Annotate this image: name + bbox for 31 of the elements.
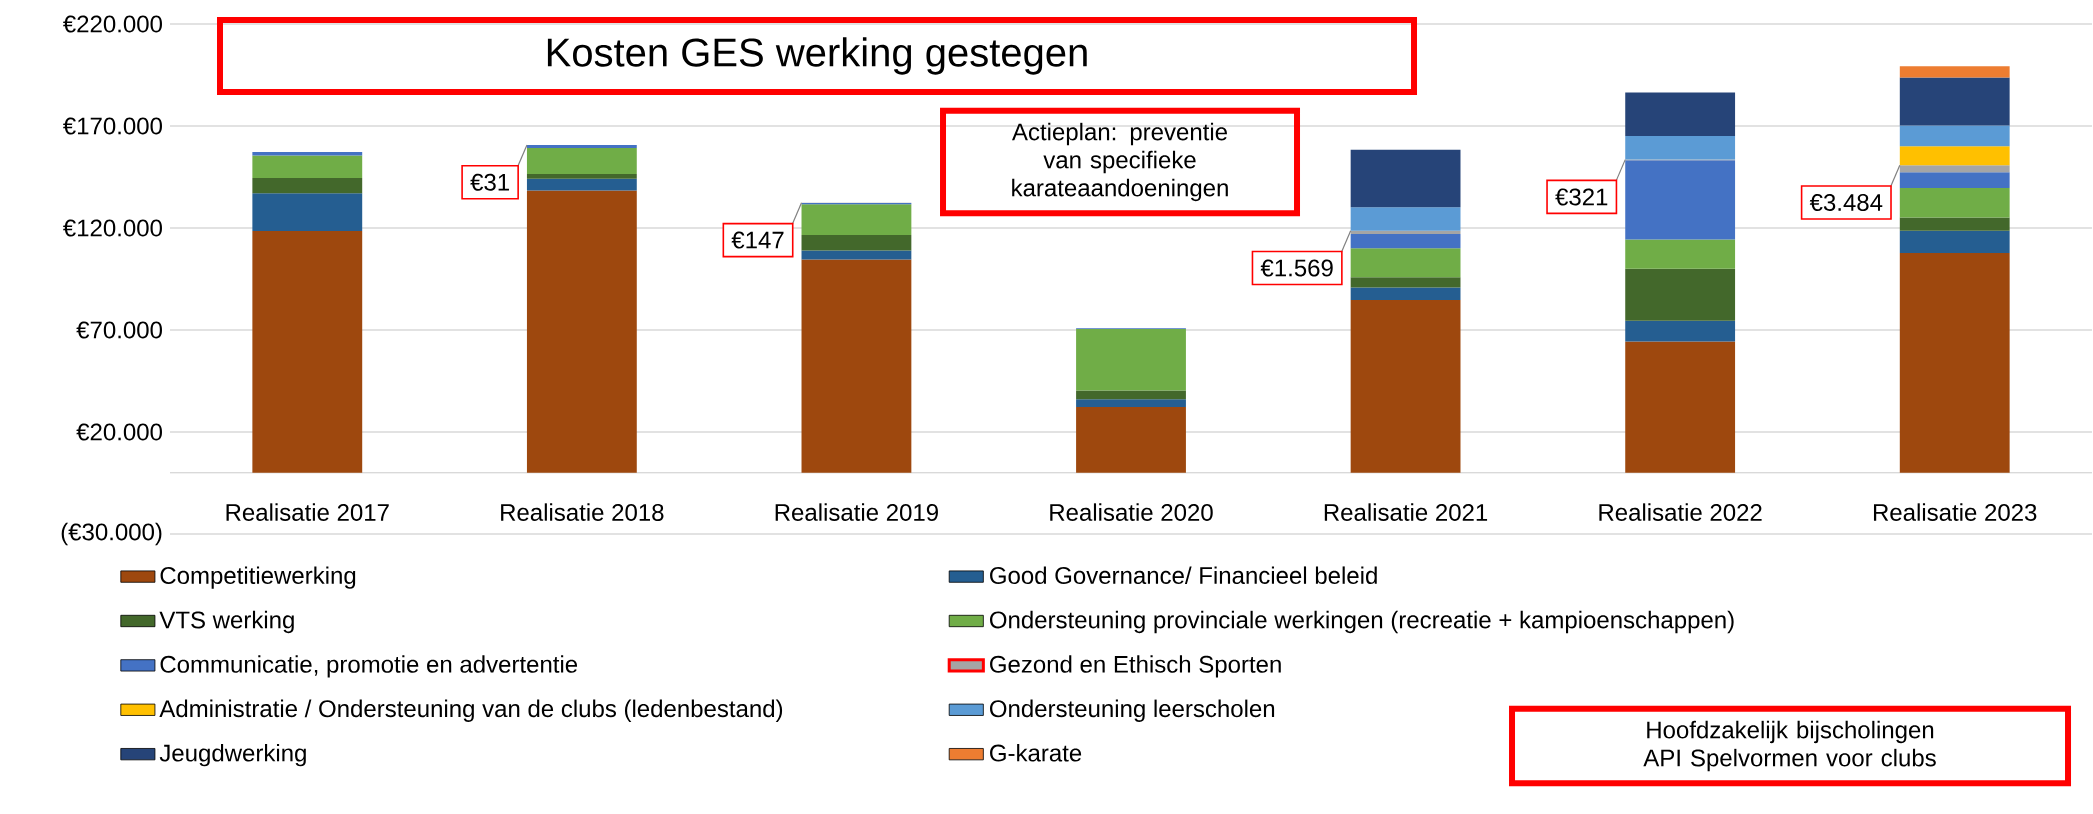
x-tick-label: Realisatie 2022 bbox=[1599, 503, 1762, 521]
legend-label: Good Governance/ Financieel beleid bbox=[990, 566, 1377, 585]
x-tick-label: Realisatie 2021 bbox=[1324, 503, 1488, 521]
annotation: Actieplan: preventie van specifieke karateaandoeningen bbox=[1011, 122, 1228, 202]
data-label: €321 bbox=[1555, 188, 1608, 206]
data-label: €3.484 bbox=[1809, 194, 1883, 211]
y-tick-label: €220.000 bbox=[63, 15, 162, 33]
data-label: €147 bbox=[731, 231, 784, 249]
y-tick-label: (€30.000) bbox=[61, 522, 162, 546]
legend-label: VTS werking bbox=[159, 610, 294, 634]
x-tick-label: Realisatie 2019 bbox=[775, 503, 938, 521]
legend-label: Communicatie, promotie en advertentie bbox=[160, 655, 578, 678]
legend-label: Administratie / Ondersteuning van de clubs (ledenbestand) bbox=[159, 699, 783, 722]
legend-label: Competitiewerking bbox=[160, 566, 356, 589]
text: Hoofdzakelijk bijscholingen API Spelvormen voor clubs bbox=[1643, 720, 1936, 772]
y-tick-label: €20.000 bbox=[76, 423, 162, 441]
legend-label: G-karate bbox=[990, 743, 1082, 762]
x-tick-label: Realisatie 2018 bbox=[501, 503, 664, 521]
chart-title: Kosten GES werking gestegen bbox=[547, 37, 1087, 75]
data-label: €31 bbox=[470, 173, 509, 191]
legend-label: Gezond en Ethisch Sporten bbox=[990, 655, 1281, 678]
y-tick-label: €70.000 bbox=[76, 321, 162, 339]
x-tick-label: Realisatie 2020 bbox=[1050, 503, 1213, 521]
y-tick-label: €120.000 bbox=[63, 219, 162, 237]
x-tick-label: Realisatie 2017 bbox=[226, 503, 389, 521]
legend-label: Ondersteuning leerscholen bbox=[989, 699, 1275, 722]
data-label: €1.569 bbox=[1260, 259, 1333, 277]
y-tick-label: €170.000 bbox=[63, 117, 162, 135]
legend-label: Ondersteuning provinciale werkingen (recreatie + kampioenschappen) bbox=[989, 610, 1734, 634]
x-tick-label: Realisatie 2023 bbox=[1873, 503, 2037, 521]
legend-label: Jeugdwerking bbox=[159, 743, 306, 767]
